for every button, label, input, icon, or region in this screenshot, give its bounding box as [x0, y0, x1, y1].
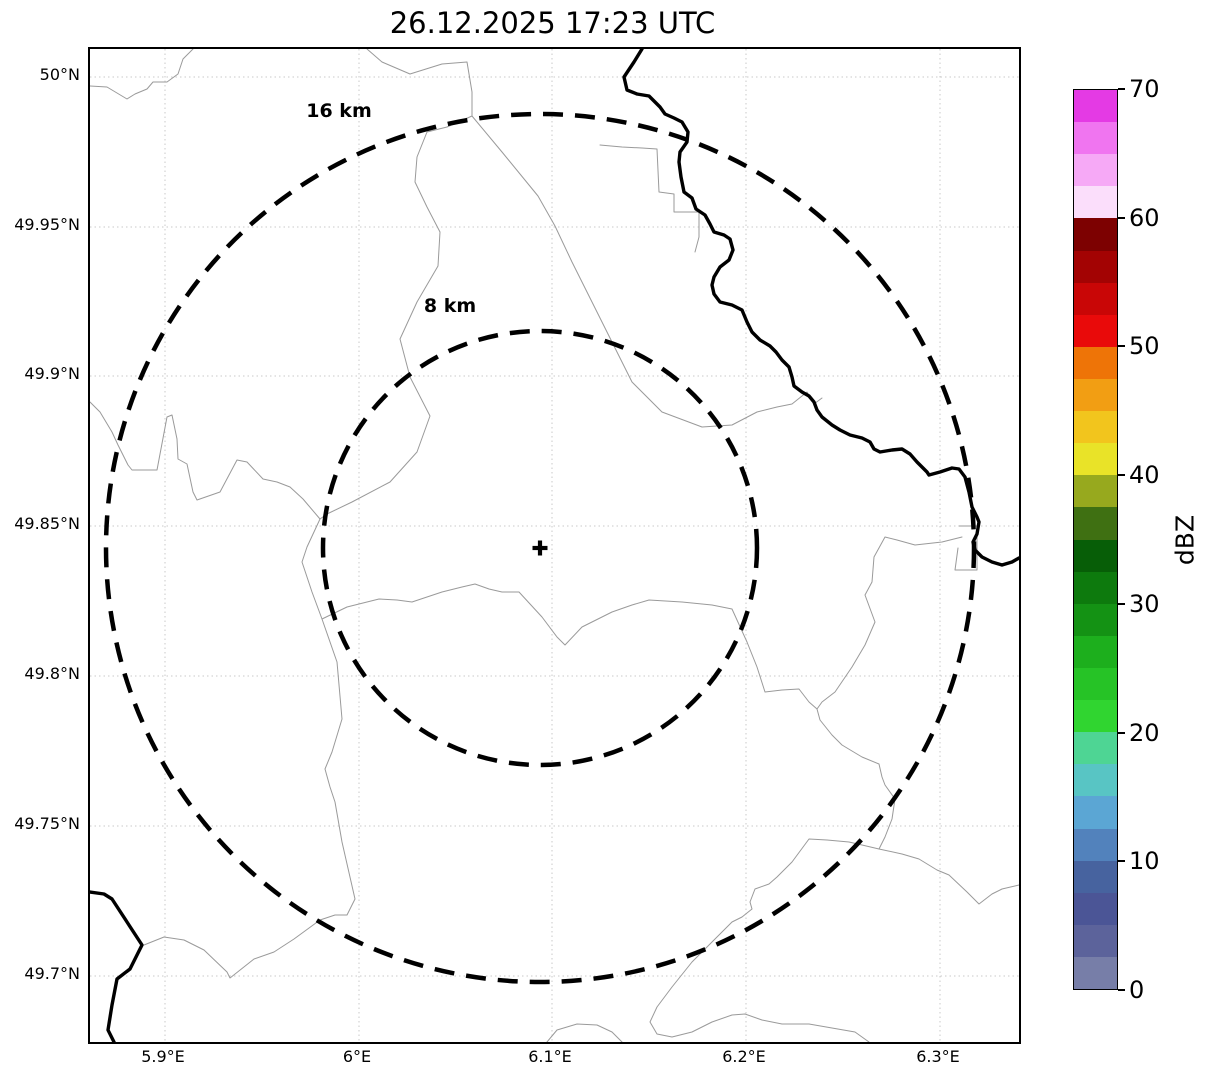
x-axis-tick-label: 6.1°E	[528, 1047, 572, 1066]
colorbar-segment	[1074, 571, 1117, 604]
admin-boundary-path	[319, 49, 473, 520]
colorbar-tick-label: 70	[1129, 75, 1160, 103]
admin-boundary-path	[90, 401, 321, 520]
y-axis-tick-label: 49.9°N	[24, 364, 80, 383]
colorbar-tick-mark	[1118, 989, 1125, 991]
colorbar-tick-mark	[1118, 345, 1125, 348]
admin-boundary-path	[878, 848, 1019, 905]
colorbar-segment	[1074, 154, 1117, 187]
colorbar-tick-label: 10	[1129, 847, 1160, 876]
range-ring-8km	[320, 328, 760, 768]
colorbar-tick-label: 0	[1129, 976, 1145, 1004]
colorbar-segment	[1074, 122, 1117, 155]
colorbar-segment	[1074, 443, 1117, 476]
colorbar-segment	[1074, 828, 1117, 861]
admin-boundary-path	[90, 49, 194, 100]
y-axis-tick-label: 49.85°N	[14, 514, 80, 533]
colorbar-segment	[1074, 603, 1117, 636]
colorbar-tick-mark	[1118, 216, 1125, 219]
colorbar-tick-mark	[1118, 731, 1125, 734]
range-ring-16km	[103, 111, 977, 985]
range-ring-8km-label: 8 km	[424, 295, 476, 317]
y-axis-tick-label: 49.7°N	[24, 964, 80, 983]
range-ring-16km-label: 16 km	[306, 100, 372, 122]
colorbar-segment	[1074, 700, 1117, 733]
admin-boundary-path	[471, 115, 823, 428]
colorbar-tick-mark	[1118, 860, 1125, 863]
colorbar-tick-label: 30	[1129, 589, 1160, 618]
y-axis-tick-label: 50°N	[39, 65, 80, 84]
radar-site-marker	[532, 540, 548, 556]
colorbar-segment	[1074, 924, 1117, 957]
admin-boundary-path	[816, 536, 963, 710]
colorbar-tick-label: 40	[1129, 461, 1160, 490]
colorbar-tick-label: 60	[1129, 203, 1160, 232]
y-axis-tick-label: 49.75°N	[14, 814, 80, 833]
colorbar-segment	[1074, 90, 1117, 123]
colorbar-segment	[1074, 250, 1117, 283]
colorbar-segment	[1074, 796, 1117, 829]
colorbar-tick-mark	[1118, 474, 1125, 477]
colorbar-segment	[1074, 539, 1117, 572]
admin-boundary-path	[954, 525, 978, 571]
x-axis-tick-label: 5.9°E	[141, 1047, 185, 1066]
admin-boundary-path	[321, 583, 818, 710]
colorbar-segment	[1074, 378, 1117, 412]
colorbar-segment	[1074, 282, 1117, 315]
x-axis-tick-label: 6.2°E	[722, 1047, 766, 1066]
admin-boundary-path	[649, 838, 880, 1042]
map-panel: 16 km 8 km	[88, 47, 1021, 1044]
x-axis-tick-label: 6.3°E	[916, 1047, 960, 1066]
admin-boundary-path	[546, 1023, 623, 1042]
range-rings	[103, 111, 977, 985]
map-canvas: 16 km 8 km	[90, 49, 1019, 1042]
national-border-lines	[90, 49, 1019, 1042]
dbz-colorbar-axis-label: dBZ	[1170, 514, 1200, 566]
colorbar-tick-label: 50	[1129, 332, 1160, 361]
colorbar-segment	[1074, 667, 1117, 701]
national-border-river-path	[622, 49, 1019, 567]
colorbar-segment	[1074, 507, 1117, 540]
colorbar-segment	[1074, 956, 1117, 990]
colorbar-segment	[1074, 860, 1117, 893]
colorbar-segment	[1074, 218, 1117, 251]
colorbar-segment	[1074, 475, 1117, 508]
plot-title: 26.12.2025 17:23 UTC	[389, 6, 716, 40]
admin-boundary-path	[143, 518, 356, 979]
colorbar-segment	[1074, 346, 1117, 379]
graticule-gridlines	[90, 49, 1019, 1042]
x-axis-tick-label: 6°E	[342, 1047, 372, 1066]
admin-boundary-path	[599, 144, 700, 253]
colorbar-tick-label: 20	[1129, 718, 1160, 747]
colorbar-segment	[1074, 764, 1117, 797]
colorbar-segment	[1074, 635, 1117, 668]
colorbar-segment	[1074, 186, 1117, 219]
colorbar-segment	[1074, 314, 1117, 347]
colorbar-tick-mark	[1118, 602, 1125, 605]
y-axis-tick-label: 49.8°N	[24, 664, 80, 683]
national-border-southwest-path	[90, 890, 144, 1042]
y-axis-tick-label: 49.95°N	[14, 215, 80, 234]
colorbar-tick-mark	[1118, 88, 1125, 90]
colorbar-segment	[1074, 411, 1117, 444]
colorbar-segment	[1074, 732, 1117, 765]
dbz-colorbar	[1073, 89, 1118, 990]
colorbar-segment	[1074, 892, 1117, 925]
admin-boundary-lines	[90, 49, 1019, 1042]
admin-boundary-path	[816, 708, 896, 850]
